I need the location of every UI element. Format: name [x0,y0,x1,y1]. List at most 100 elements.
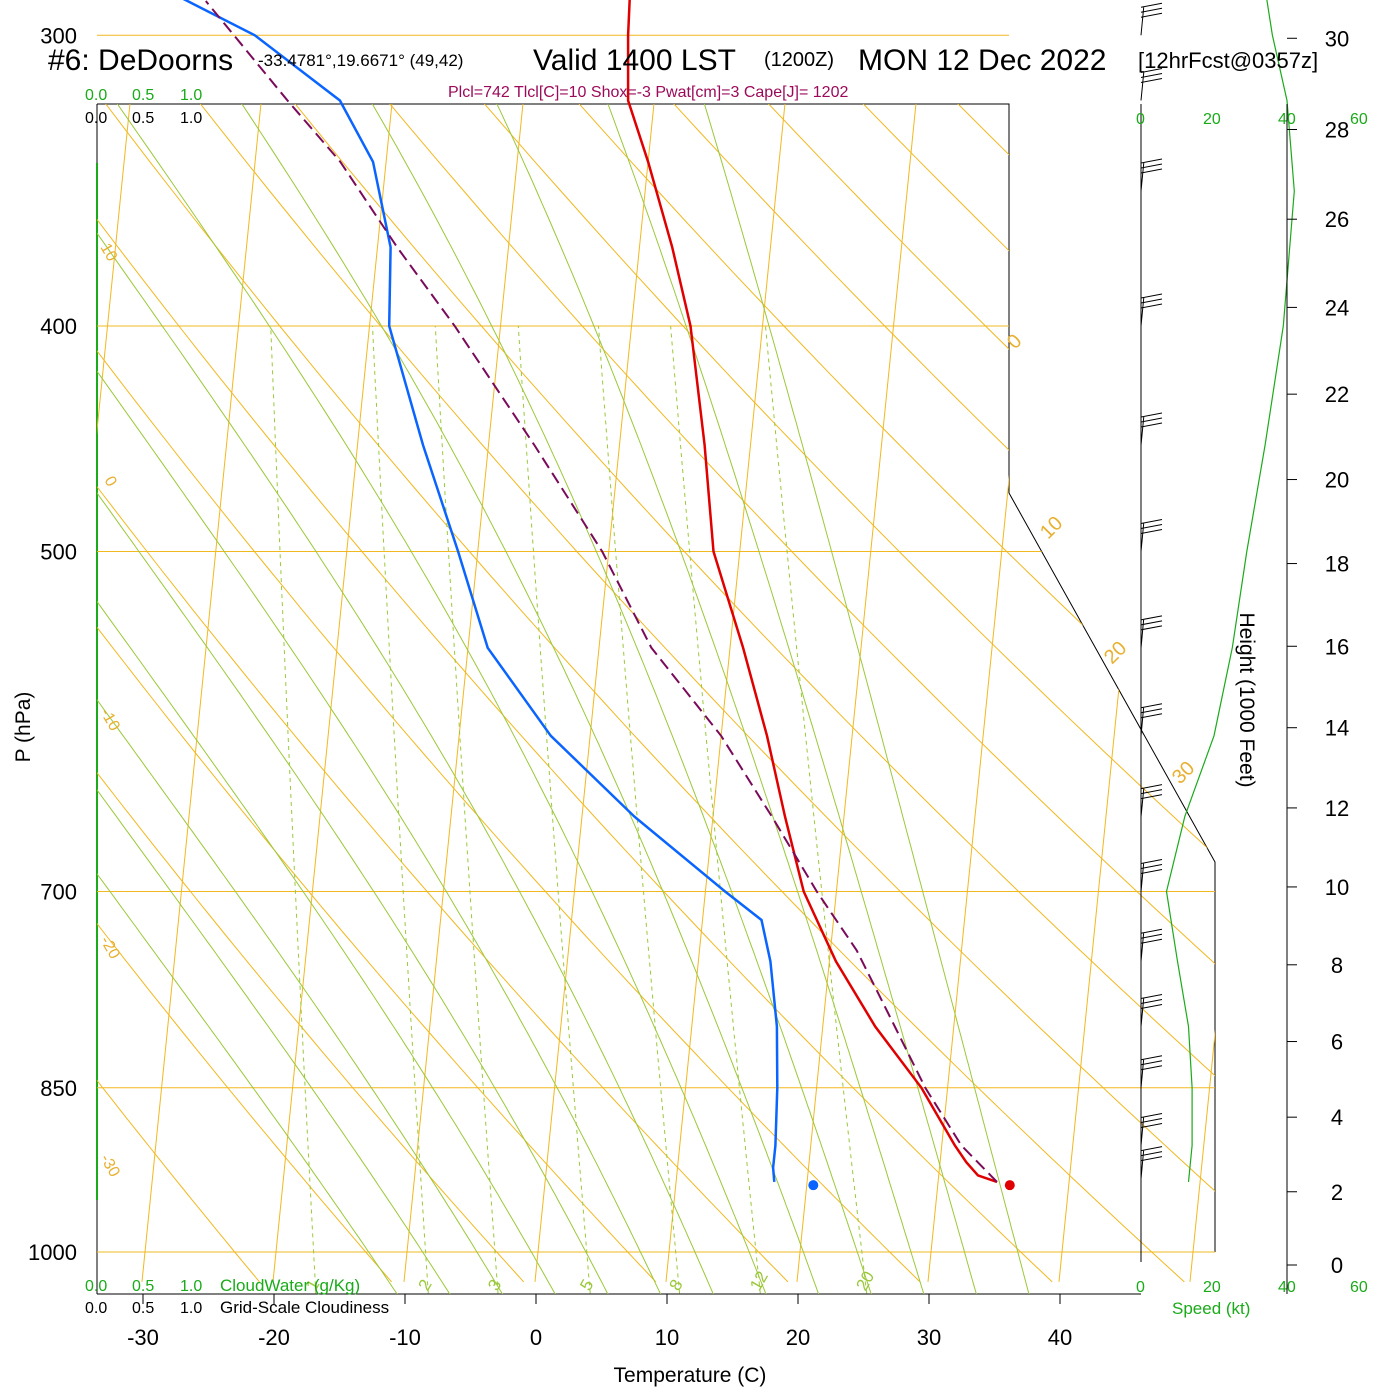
p-tick-850: 850 [40,1076,77,1101]
mixing-ratio-label-2: 2 [415,1276,436,1294]
dry-adiabat-260 [97,104,392,1283]
wind-barb-feather [1140,938,1163,944]
wind-barb-feather [1140,794,1163,800]
height-tick-24: 24 [1325,295,1349,320]
wind-barb-feather [1140,1156,1163,1162]
wind-barb [1140,293,1163,327]
dry-adiabat-470 [1200,104,1215,1283]
station-coords: -33.4781°,19.6671° (49,42) [258,51,463,70]
x-tick-30: 30 [917,1325,941,1350]
dry-adiabat-250 [97,104,260,1283]
mixing-ratio-20 [765,325,869,1294]
dry-adiabat-label--30: -30 [97,1152,123,1181]
speed-tick-bottom-1: 20 [1203,1279,1221,1296]
dry-adiabat-360 [241,104,1215,1283]
mixing-ratio-3 [434,325,500,1294]
speed-tick-top-1: 20 [1203,111,1221,128]
wind-barb-feather [1140,163,1163,169]
isotherm--20 [272,104,441,1282]
cloudiness-tick-bottom-0: 0.0 [85,1300,107,1317]
isotherm--10 [403,104,572,1282]
wind-barb-feather [1140,928,1163,934]
wind-barb-feather [1140,1055,1163,1061]
wind-barb-feather [1140,524,1163,529]
mixing-ratio-label-3: 3 [484,1276,505,1294]
isotherm-40 [1058,104,1215,1282]
wind-barb [1140,784,1163,817]
wind-barb-feather [1140,293,1163,299]
isotherm-0 [534,104,703,1282]
wind-barb [1140,993,1163,1027]
wind-barb-feather [1140,869,1163,875]
wind-barb [1140,703,1163,736]
isotherm-lines [97,104,1215,1282]
moist-adiabat-38 [610,104,1032,1294]
height-tick-6: 6 [1331,1030,1343,1055]
moist-adiabat-22 [97,104,822,1294]
mixing-ratio-label-5: 5 [576,1276,597,1294]
wind-barb [1140,412,1163,446]
dry-adiabat-370 [329,104,1215,1283]
cloudiness-tick-bottom-1: 0.5 [132,1300,154,1317]
y-axis-title: P (hPa) [12,692,35,763]
p-tick-300: 300 [40,23,77,48]
wind-barb-feather [1140,784,1163,790]
speed-tick-top-2: 40 [1278,111,1296,128]
speed-tick-top-0: 0 [1136,111,1145,128]
wind-barb-feather [1140,298,1163,304]
wind-barb [1140,615,1163,648]
height-tick-14: 14 [1325,716,1349,741]
wind-speed-line [1165,0,1295,1182]
p-tick-1000: 1000 [28,1240,77,1265]
wind-barb-feather [1140,864,1163,870]
height-tick-16: 16 [1325,634,1349,659]
x-tick--30: -30 [127,1325,159,1350]
wind-barb [1140,859,1163,892]
mixing-ratio-label-20: 20 [852,1268,878,1294]
mixing-ratio-1 [270,325,317,1294]
speed-tick-top-3: 60 [1350,111,1368,128]
series-dewpoint-line [182,0,779,1183]
moist-adiabat-18 [97,104,770,1294]
dry-adiabat-430 [851,104,1215,1283]
wind-barb-feather [1140,168,1163,174]
moist-adiabat-34 [488,104,979,1294]
x-tick--20: -20 [258,1325,290,1350]
speed-tick-bottom-2: 40 [1278,1279,1296,1296]
wind-barb [1140,519,1163,552]
x-tick-0: 0 [530,1325,542,1350]
cloudwater-tick-bottom-0: 0.0 [85,1278,107,1295]
dry-adiabat-lines [97,104,1215,1283]
moist-adiabat-10 [97,104,665,1294]
series-temperature-surface-marker [1004,1180,1015,1191]
dry-adiabat-270 [97,104,525,1283]
height-tick-28: 28 [1325,118,1349,143]
cloudwater-tick-top-1: 0.5 [132,87,154,104]
dry-adiabat-380 [416,104,1215,1283]
height-tick-2: 2 [1331,1180,1343,1205]
p-tick-500: 500 [40,540,77,565]
wind-barb-feather [1140,7,1163,13]
wind-barb-feather [1140,993,1163,999]
wind-barb-feather [1140,519,1163,524]
dry-adiabat-320 [97,104,1185,1283]
wind-barb [1140,928,1163,962]
wind-barb-feather [1140,529,1163,534]
height-tick-12: 12 [1325,796,1349,821]
wind-barb-feather [1140,1113,1163,1119]
wind-barb-feather [1140,1146,1163,1152]
speed-tick-bottom-0: 0 [1136,1279,1145,1296]
height-tick-0: 0 [1331,1253,1343,1278]
wind-barb-feather [1140,422,1163,428]
wind-barb-feather [1140,859,1163,865]
dry-adiabat-330 [97,104,1215,1283]
p-tick-700: 700 [40,880,77,905]
isotherm-20 [796,104,965,1282]
cloudwater-tick-bottom-2: 1.0 [180,1278,202,1295]
moist-adiabat--6 [97,104,455,1294]
wind-barb-feather [1140,703,1163,709]
dry-adiabat-label-10: 10 [97,241,121,265]
wind-barb-feather [1140,789,1163,795]
wind-barb-feather [1140,1118,1163,1124]
